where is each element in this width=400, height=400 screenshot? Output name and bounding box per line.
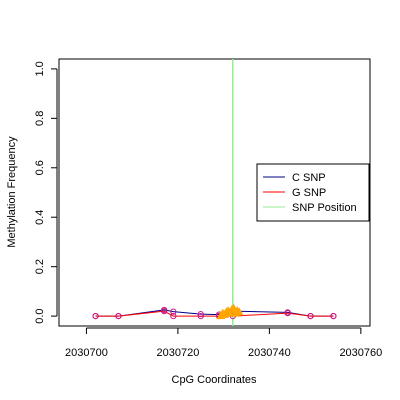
y-tick-label: 0.0 bbox=[34, 308, 46, 323]
snp-marker bbox=[234, 307, 244, 316]
legend-label-c-snp: C SNP bbox=[292, 172, 326, 184]
x-tick-label: 2030740 bbox=[248, 347, 291, 359]
y-axis: 0.0 0.2 0.4 0.6 0.8 1.0 bbox=[34, 61, 58, 324]
x-tick-label: 2030720 bbox=[156, 347, 199, 359]
y-tick-label: 0.4 bbox=[34, 210, 46, 225]
data-point-c-snp bbox=[170, 308, 177, 315]
x-tick-label: 2030700 bbox=[65, 347, 108, 359]
plot-frame bbox=[58, 58, 371, 327]
orange-points-layer bbox=[216, 303, 244, 320]
data-point-g-snp bbox=[197, 313, 204, 320]
data-point-g-snp bbox=[307, 313, 314, 320]
x-axis-title: CpG Coordinates bbox=[172, 374, 257, 386]
legend: C SNP G SNP SNP Position bbox=[256, 163, 370, 222]
data-point-g-snp bbox=[92, 313, 99, 320]
legend-label-g-snp: G SNP bbox=[292, 187, 326, 199]
y-tick-label: 0.2 bbox=[34, 259, 46, 274]
data-point-g-snp bbox=[115, 313, 122, 320]
data-point-g-snp bbox=[161, 308, 168, 315]
y-tick-label: 0.8 bbox=[34, 111, 46, 126]
data-point-g-snp bbox=[170, 313, 177, 320]
data-point-c-snp bbox=[197, 311, 204, 318]
x-axis: 2030700 2030720 2030740 2030760 bbox=[65, 327, 382, 359]
y-tick-label: 1.0 bbox=[34, 61, 46, 76]
series-layer bbox=[92, 306, 337, 320]
data-point-g-snp bbox=[330, 313, 337, 320]
series-line-g-snp bbox=[95, 310, 334, 317]
data-point-g-snp bbox=[284, 310, 291, 317]
x-tick-label: 2030760 bbox=[339, 347, 382, 359]
y-tick-label: 0.6 bbox=[34, 160, 46, 175]
legend-label-snp-position: SNP Position bbox=[292, 202, 357, 214]
y-axis-title: Methylation Frequency bbox=[6, 136, 18, 248]
